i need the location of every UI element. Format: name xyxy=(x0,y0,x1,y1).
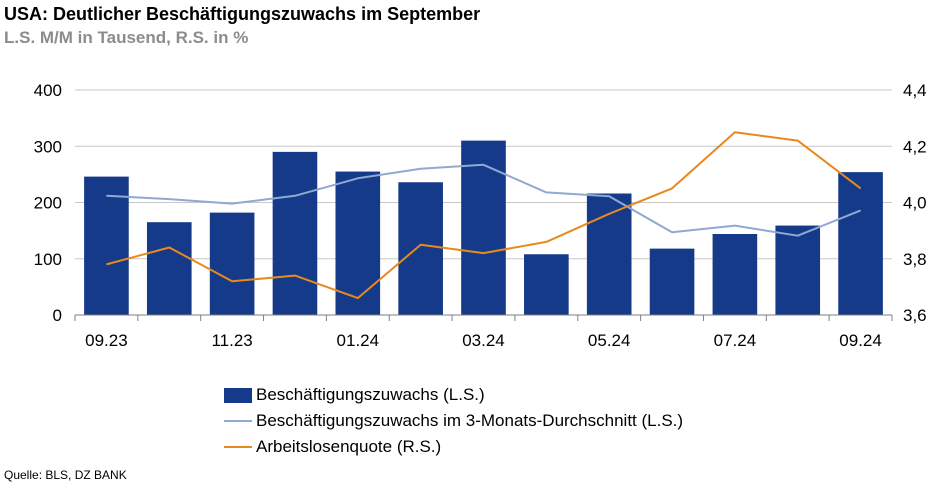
bar xyxy=(775,225,821,315)
x-tick-label: 11.23 xyxy=(211,331,252,350)
bar xyxy=(84,176,129,315)
x-tick-label: 07.24 xyxy=(714,331,757,350)
bar xyxy=(209,212,255,315)
left-tick-label: 100 xyxy=(34,250,62,269)
legend-label-bar: Beschäftigungszuwachs (L.S.) xyxy=(256,385,485,404)
bar xyxy=(398,182,443,315)
bar xyxy=(712,234,758,315)
legend-label-avg: Beschäftigungszuwachs im 3-Monats-Durchs… xyxy=(256,411,684,430)
bar xyxy=(461,140,506,315)
left-tick-label: 200 xyxy=(34,194,62,213)
legend-label-rate: Arbeitslosenquote (R.S.) xyxy=(256,437,442,456)
rate-line xyxy=(106,131,862,300)
legend-swatch-avg xyxy=(224,420,252,422)
bar xyxy=(649,248,695,315)
legend-item-avg: Beschäftigungszuwachs im 3-Monats-Durchs… xyxy=(224,408,683,434)
right-tick-label: 4,4 xyxy=(903,81,927,100)
legend-item-bar: Beschäftigungszuwachs (L.S.) xyxy=(224,382,683,408)
legend-swatch-bar xyxy=(224,387,252,403)
x-tick-label: 09.23 xyxy=(85,331,128,350)
source-note: Quelle: BLS, DZ BANK xyxy=(4,468,127,482)
avg-line xyxy=(106,163,861,237)
right-tick-label: 3,6 xyxy=(903,306,927,325)
line-series xyxy=(106,131,862,300)
left-tick-label: 300 xyxy=(34,137,62,156)
right-tick-label: 3,8 xyxy=(903,250,927,269)
bar xyxy=(524,254,569,315)
x-tick-label: 05.24 xyxy=(588,331,631,350)
right-tick-label: 4,0 xyxy=(903,194,927,213)
chart-subtitle: L.S. M/M in Tausend, R.S. in % xyxy=(4,28,249,47)
bar xyxy=(272,151,318,315)
chart-title: USA: Deutlicher Beschäftigungszuwachs im… xyxy=(4,4,481,24)
x-tick-label: 01.24 xyxy=(337,331,380,350)
left-tick-label: 0 xyxy=(53,306,62,325)
legend: Beschäftigungszuwachs (L.S.) Beschäftigu… xyxy=(224,382,683,460)
legend-swatch-rate xyxy=(224,446,252,448)
bar xyxy=(335,171,381,315)
bar xyxy=(838,172,883,315)
left-tick-label: 400 xyxy=(34,81,62,100)
legend-item-rate: Arbeitslosenquote (R.S.) xyxy=(224,434,683,460)
bar-series xyxy=(84,140,883,315)
right-tick-label: 4,2 xyxy=(903,137,927,156)
axes: 0 100 200 300 400 3,6 3,8 4,0 4,2 4,4 09.23 11.23 01… xyxy=(34,81,927,350)
bar xyxy=(586,193,632,315)
x-tick-label: 03.24 xyxy=(462,331,505,350)
bar xyxy=(146,222,192,315)
x-tick-label: 09.24 xyxy=(839,331,882,350)
